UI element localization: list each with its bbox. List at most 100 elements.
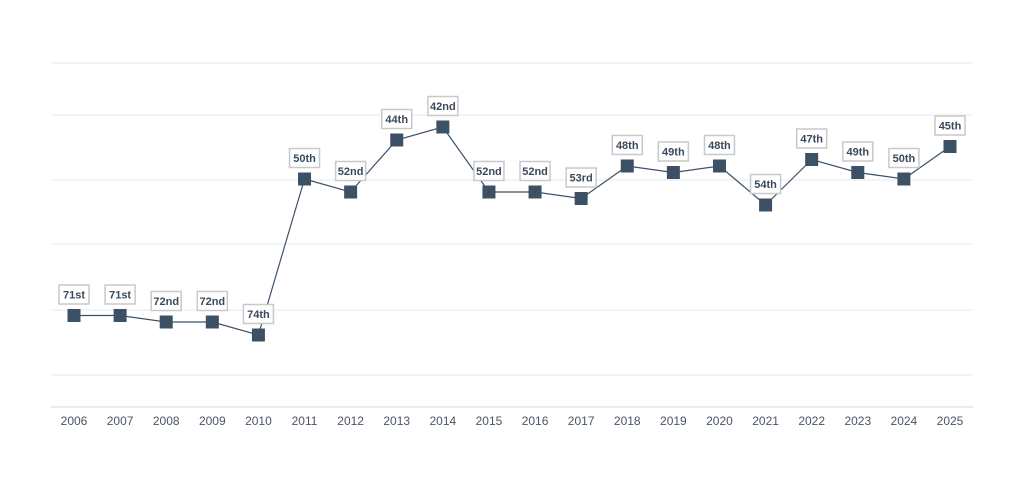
data-label-box	[519, 160, 551, 182]
x-tick-label: 2015	[476, 414, 503, 428]
data-label: 42nd	[427, 95, 459, 117]
data-label-box	[795, 128, 828, 149]
series-line-group	[74, 126, 951, 336]
x-tick-label: 2020	[706, 414, 733, 428]
data-point-marker	[344, 185, 358, 199]
data-label-box	[703, 134, 736, 156]
data-label-box	[334, 160, 367, 182]
data-label-box	[150, 290, 182, 312]
data-label-box	[242, 303, 275, 325]
data-label: 54th	[749, 173, 782, 195]
data-label-box	[104, 284, 136, 305]
data-point-marker	[943, 140, 957, 153]
x-tick-label: 2018	[614, 414, 641, 428]
data-label: 47th	[795, 128, 828, 149]
x-tick-label: 2009	[199, 414, 226, 428]
data-label-box	[58, 284, 90, 305]
data-label-text: 72nd	[199, 296, 225, 308]
data-point-marker	[805, 153, 819, 166]
x-tick-label: 2013	[383, 414, 410, 428]
x-tick-label: 2012	[337, 414, 364, 428]
data-label-box	[934, 115, 966, 136]
x-tick-label: 2017	[568, 414, 595, 428]
x-tick-label: 2016	[522, 414, 549, 428]
data-label-box	[842, 141, 874, 162]
data-label: 71st	[104, 284, 136, 305]
data-label-box	[380, 108, 413, 130]
data-label-text: 71st	[63, 290, 85, 302]
data-point-marker	[67, 309, 81, 322]
data-point-marker	[251, 328, 265, 342]
data-point-marker	[759, 198, 773, 212]
data-label-text: 48th	[616, 140, 639, 152]
data-point-marker	[113, 309, 127, 322]
gridlines	[51, 62, 973, 376]
data-label-box	[427, 95, 459, 117]
data-label-text: 74th	[247, 309, 270, 321]
data-label-box	[611, 134, 644, 156]
data-label-box	[749, 173, 782, 195]
data-label: 72nd	[196, 290, 229, 312]
data-point-marker	[620, 159, 634, 173]
data-label: 44th	[380, 108, 413, 130]
data-label-box	[888, 147, 920, 169]
data-label: 48th	[703, 134, 736, 156]
x-tick-label: 2019	[660, 414, 687, 428]
data-label: 52nd	[334, 160, 367, 182]
data-label-box	[196, 290, 229, 312]
data-point-marker	[528, 185, 542, 199]
data-label-text: 50th	[293, 153, 316, 165]
data-label: 74th	[242, 303, 275, 325]
data-label: 49th	[657, 141, 690, 162]
data-label-text: 72nd	[153, 296, 179, 308]
x-tick-label: 2014	[429, 414, 456, 428]
data-label: 45th	[934, 115, 966, 136]
x-tick-label: 2007	[107, 414, 134, 428]
data-label: 50th	[888, 147, 920, 169]
x-tick-label: 2006	[61, 414, 88, 428]
data-point-marker	[574, 192, 588, 205]
data-point-marker	[205, 315, 219, 329]
data-point-marker	[666, 166, 680, 179]
x-tick-label: 2023	[844, 414, 871, 428]
data-label-box	[288, 147, 321, 169]
data-label-text: 52nd	[338, 166, 364, 178]
data-label-text: 53rd	[570, 173, 593, 185]
x-tick-label: 2025	[937, 414, 964, 428]
data-label: 52nd	[473, 160, 505, 182]
data-label-text: 54th	[754, 179, 777, 191]
data-label-text: 50th	[893, 153, 916, 165]
x-tick-label: 2021	[752, 414, 779, 428]
data-point-marker	[298, 172, 312, 186]
data-label-box	[473, 160, 505, 182]
data-label: 72nd	[150, 290, 182, 312]
data-label-text: 52nd	[522, 166, 548, 178]
data-label-text: 49th	[662, 147, 685, 159]
data-point-marker	[712, 159, 726, 173]
data-point-marker	[390, 133, 404, 147]
data-label: 50th	[288, 147, 321, 169]
x-tick-label: 2022	[798, 414, 825, 428]
x-tick-label: 2011	[292, 414, 318, 428]
data-label-box	[657, 141, 690, 162]
x-tick-label: 2024	[891, 414, 918, 428]
data-label: 71st	[58, 284, 90, 305]
data-labels-group: 71st 71st 72nd 72nd 74th 50th 52nd 44th 42nd 52nd…	[58, 95, 966, 325]
x-tick-label: 2008	[153, 414, 180, 428]
data-label-text: 47th	[800, 134, 823, 146]
data-label-text: 42nd	[430, 101, 456, 113]
data-label: 53rd	[565, 167, 597, 188]
data-label-box	[565, 167, 597, 188]
data-label-text: 48th	[708, 140, 731, 152]
x-tick-label: 2010	[245, 414, 272, 428]
data-label-text: 49th	[846, 147, 869, 159]
data-point-marker	[159, 315, 173, 329]
data-label-text: 71st	[109, 290, 131, 302]
data-label: 48th	[611, 134, 644, 156]
data-point-marker	[436, 120, 450, 134]
x-tick-labels: 2006 2007 2008 2009 2010 2011 2012 2013 2014 2015…	[61, 414, 964, 428]
series-line	[74, 126, 951, 336]
data-point-marker	[851, 166, 865, 179]
markers-group	[67, 120, 957, 342]
